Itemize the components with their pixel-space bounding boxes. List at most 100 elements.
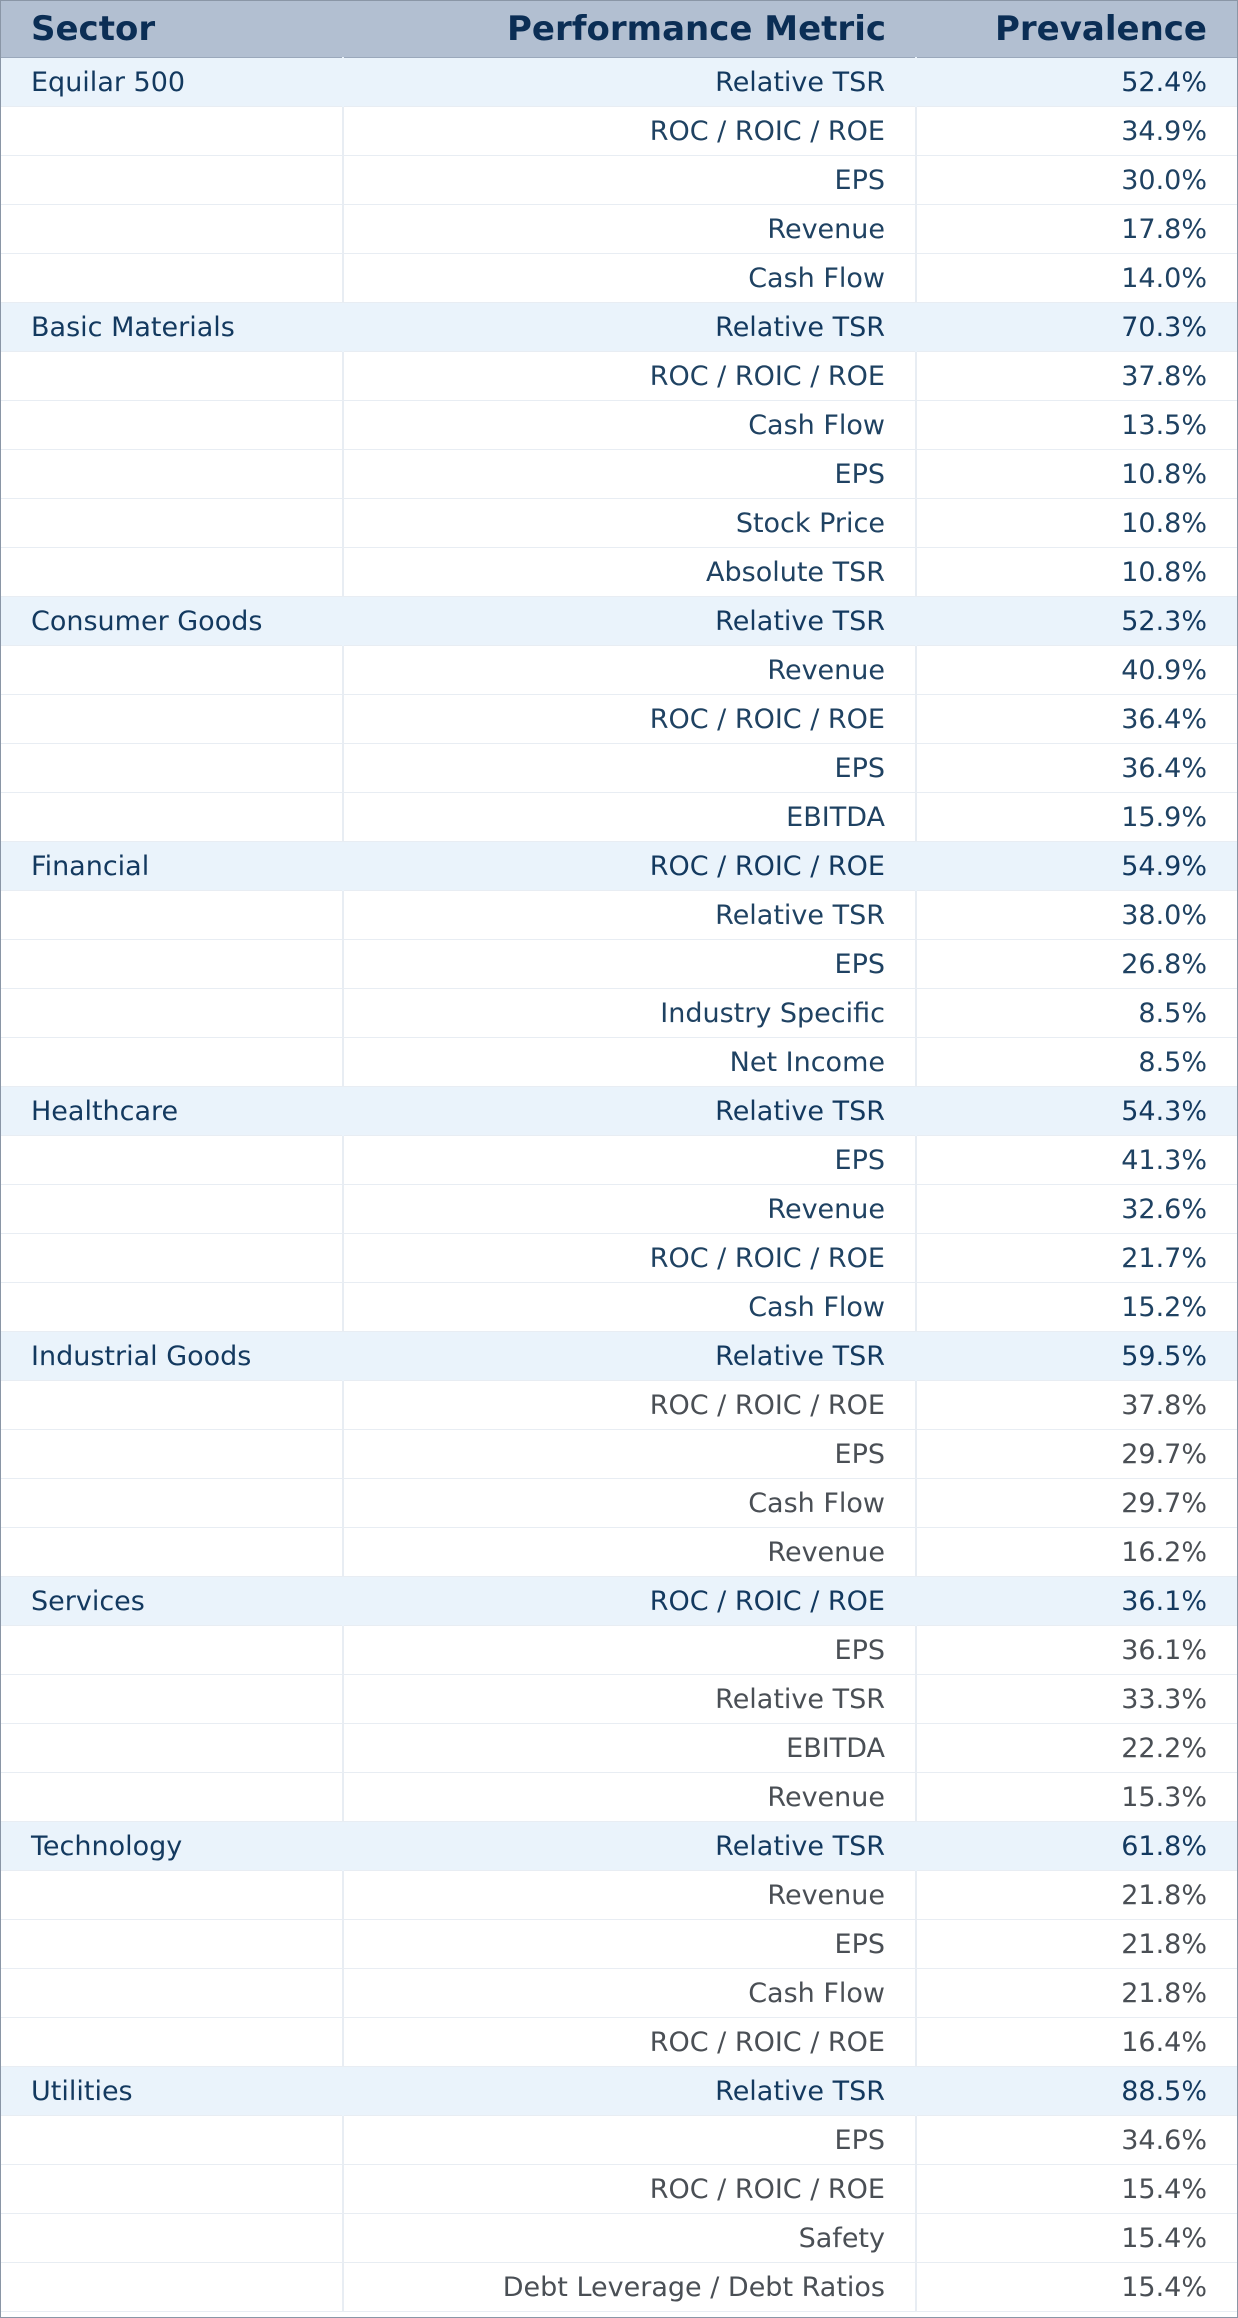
table-row: Financial ROC / ROIC / ROE 54.9% xyxy=(1,841,1237,891)
metric-cell: ROC / ROIC / ROE xyxy=(342,2164,917,2214)
prevalence-cell: 88.5% xyxy=(916,2066,1237,2116)
prevalence-cell: 37.8% xyxy=(916,351,1237,401)
metric-cell: EPS xyxy=(342,1919,917,1969)
prevalence-cell: 36.4% xyxy=(916,743,1237,793)
sector-empty-cell xyxy=(1,694,344,744)
prevalence-cell: 15.4% xyxy=(916,2164,1237,2214)
metric-cell: EPS xyxy=(342,1429,917,1479)
table-row: Equilar 500 Relative TSR 52.4% xyxy=(1,57,1237,107)
prevalence-cell: 40.9% xyxy=(916,645,1237,695)
table-body: Equilar 500 Relative TSR 52.4% ROC / ROIC /… xyxy=(1,57,1237,2312)
table-row: Consumer Goods Relative TSR 52.3% xyxy=(1,596,1237,646)
table-row: Cash Flow 14.0% xyxy=(1,253,1237,303)
prevalence-cell: 13.5% xyxy=(916,400,1237,450)
prevalence-cell: 10.8% xyxy=(916,547,1237,597)
sector-empty-cell xyxy=(1,792,344,842)
table-row: EPS 34.6% xyxy=(1,2115,1237,2165)
sector-empty-cell xyxy=(1,1527,344,1577)
sector-empty-cell xyxy=(1,1772,344,1822)
sector-name-cell: Financial xyxy=(1,841,343,891)
table-row: Industry Specific 8.5% xyxy=(1,988,1237,1038)
prevalence-cell: 21.7% xyxy=(916,1233,1237,1283)
prevalence-cell: 38.0% xyxy=(916,890,1237,940)
column-header-prevalence[interactable]: Prevalence xyxy=(916,1,1237,58)
prevalence-cell: 21.8% xyxy=(916,1968,1237,2018)
sector-empty-cell xyxy=(1,890,344,940)
table-row: EPS 10.8% xyxy=(1,449,1237,499)
metric-cell: ROC / ROIC / ROE xyxy=(342,1380,917,1430)
prevalence-cell: 34.9% xyxy=(916,106,1237,156)
sector-empty-cell xyxy=(1,449,344,499)
metric-cell: Debt Leverage / Debt Ratios xyxy=(342,2262,917,2312)
prevalence-cell: 21.8% xyxy=(916,1919,1237,1969)
sector-empty-cell xyxy=(1,1135,344,1185)
sector-name-cell: Utilities xyxy=(1,2066,343,2116)
metric-cell: EPS xyxy=(342,2115,917,2165)
prevalence-cell: 26.8% xyxy=(916,939,1237,989)
metric-cell: Absolute TSR xyxy=(342,547,917,597)
table-row: ROC / ROIC / ROE 15.4% xyxy=(1,2164,1237,2214)
metric-cell: Safety xyxy=(342,2213,917,2263)
prevalence-cell: 29.7% xyxy=(916,1429,1237,1479)
prevalence-cell: 52.4% xyxy=(916,57,1237,107)
prevalence-cell: 34.6% xyxy=(916,2115,1237,2165)
prevalence-cell: 61.8% xyxy=(916,1821,1237,1871)
metric-cell: Relative TSR xyxy=(342,1331,917,1381)
sector-name-cell: Basic Materials xyxy=(1,302,343,352)
table-row: Absolute TSR 10.8% xyxy=(1,547,1237,597)
prevalence-cell: 15.9% xyxy=(916,792,1237,842)
table-row: Revenue 32.6% xyxy=(1,1184,1237,1234)
prevalence-cell: 52.3% xyxy=(916,596,1237,646)
prevalence-cell: 15.2% xyxy=(916,1282,1237,1332)
sector-empty-cell xyxy=(1,1919,344,1969)
sector-empty-cell xyxy=(1,1429,344,1479)
prevalence-cell: 41.3% xyxy=(916,1135,1237,1185)
metric-cell: Cash Flow xyxy=(342,1968,917,2018)
prevalence-cell: 70.3% xyxy=(916,302,1237,352)
table-row: Revenue 16.2% xyxy=(1,1527,1237,1577)
metric-cell: Relative TSR xyxy=(342,890,917,940)
metric-cell: Relative TSR xyxy=(342,1821,917,1871)
metric-cell: ROC / ROIC / ROE xyxy=(342,351,917,401)
column-header-metric[interactable]: Performance Metric xyxy=(343,1,916,58)
metric-cell: ROC / ROIC / ROE xyxy=(342,1576,917,1626)
prevalence-cell: 54.3% xyxy=(916,1086,1237,1136)
sector-empty-cell xyxy=(1,155,344,205)
sector-empty-cell xyxy=(1,939,344,989)
sector-empty-cell xyxy=(1,1674,344,1724)
metric-cell: Net Income xyxy=(342,1037,917,1087)
sector-empty-cell xyxy=(1,2213,344,2263)
column-header-sector[interactable]: Sector xyxy=(1,1,343,58)
sector-empty-cell xyxy=(1,743,344,793)
metric-cell: EPS xyxy=(342,1135,917,1185)
table-row: ROC / ROIC / ROE 16.4% xyxy=(1,2017,1237,2067)
table-row: Services ROC / ROIC / ROE 36.1% xyxy=(1,1576,1237,1626)
sector-name-cell: Equilar 500 xyxy=(1,57,343,107)
sector-empty-cell xyxy=(1,1625,344,1675)
sector-name-cell: Healthcare xyxy=(1,1086,343,1136)
metric-cell: Stock Price xyxy=(342,498,917,548)
table-row: Industrial Goods Relative TSR 59.5% xyxy=(1,1331,1237,1381)
metric-cell: EPS xyxy=(342,155,917,205)
sector-empty-cell xyxy=(1,253,344,303)
table-row: Cash Flow 29.7% xyxy=(1,1478,1237,1528)
sector-empty-cell xyxy=(1,400,344,450)
metric-cell: Revenue xyxy=(342,1527,917,1577)
table-row: Revenue 40.9% xyxy=(1,645,1237,695)
table-row: Basic Materials Relative TSR 70.3% xyxy=(1,302,1237,352)
prevalence-cell: 16.2% xyxy=(916,1527,1237,1577)
prevalence-cell: 59.5% xyxy=(916,1331,1237,1381)
sector-empty-cell xyxy=(1,547,344,597)
sector-empty-cell xyxy=(1,1968,344,2018)
prevalence-cell: 36.4% xyxy=(916,694,1237,744)
sector-empty-cell xyxy=(1,204,344,254)
sector-name-cell: Consumer Goods xyxy=(1,596,343,646)
metric-cell: Revenue xyxy=(342,1870,917,1920)
table-row: Safety 15.4% xyxy=(1,2213,1237,2263)
sector-empty-cell xyxy=(1,2115,344,2165)
metric-cell: Revenue xyxy=(342,1184,917,1234)
metric-cell: Revenue xyxy=(342,1772,917,1822)
sector-empty-cell xyxy=(1,1233,344,1283)
